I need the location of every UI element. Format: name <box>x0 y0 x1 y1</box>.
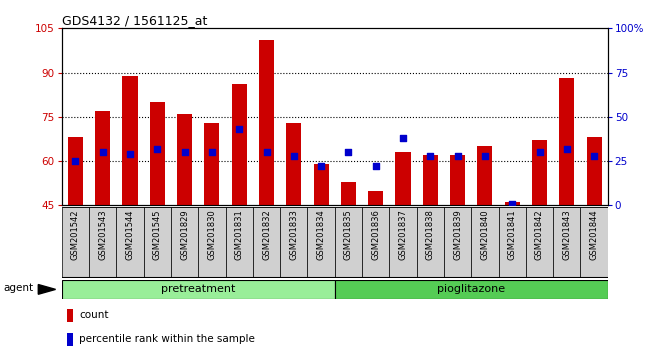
Point <box>261 149 272 155</box>
Bar <box>89 207 116 278</box>
Text: GSM201544: GSM201544 <box>125 209 135 260</box>
Text: GSM201842: GSM201842 <box>535 209 544 260</box>
Bar <box>422 155 438 205</box>
Point <box>562 146 572 152</box>
Bar <box>499 207 526 278</box>
Text: pretreatment: pretreatment <box>161 284 235 295</box>
Bar <box>526 207 553 278</box>
Bar <box>198 207 226 278</box>
Bar <box>362 207 389 278</box>
Bar <box>504 202 520 205</box>
Text: GSM201829: GSM201829 <box>180 209 189 260</box>
Text: GSM201838: GSM201838 <box>426 209 435 260</box>
Text: GSM201837: GSM201837 <box>398 209 408 260</box>
Bar <box>144 207 171 278</box>
Bar <box>116 207 144 278</box>
Bar <box>122 75 138 205</box>
Text: percentile rank within the sample: percentile rank within the sample <box>79 335 255 344</box>
Point <box>125 151 135 157</box>
Text: GSM201843: GSM201843 <box>562 209 571 260</box>
Text: GSM201835: GSM201835 <box>344 209 353 260</box>
Point <box>234 126 244 132</box>
Text: GSM201839: GSM201839 <box>453 209 462 260</box>
Polygon shape <box>38 285 56 294</box>
Point <box>70 158 81 164</box>
Bar <box>417 207 444 278</box>
Bar <box>335 280 608 299</box>
Text: GSM201545: GSM201545 <box>153 209 162 260</box>
Text: GSM201832: GSM201832 <box>262 209 271 260</box>
Bar <box>68 137 83 205</box>
Bar <box>477 146 493 205</box>
Point <box>152 146 162 152</box>
Bar <box>313 164 329 205</box>
Bar <box>450 155 465 205</box>
Point <box>534 149 545 155</box>
Bar <box>335 207 362 278</box>
Text: agent: agent <box>3 284 33 293</box>
Text: GDS4132 / 1561125_at: GDS4132 / 1561125_at <box>62 14 207 27</box>
Point <box>207 149 217 155</box>
Point <box>316 164 326 169</box>
Point <box>289 153 299 159</box>
Point <box>343 149 354 155</box>
Bar <box>389 207 417 278</box>
Text: GSM201844: GSM201844 <box>590 209 599 260</box>
Point <box>452 153 463 159</box>
Text: GSM201833: GSM201833 <box>289 209 298 260</box>
Text: GSM201543: GSM201543 <box>98 209 107 260</box>
Bar <box>586 137 602 205</box>
Bar <box>553 207 580 278</box>
Bar <box>368 190 384 205</box>
Bar <box>253 207 280 278</box>
Bar <box>150 102 165 205</box>
Point <box>425 153 436 159</box>
Text: GSM201542: GSM201542 <box>71 209 80 260</box>
Text: GSM201834: GSM201834 <box>317 209 326 260</box>
Text: GSM201831: GSM201831 <box>235 209 244 260</box>
Point <box>480 153 490 159</box>
Bar <box>444 207 471 278</box>
Bar <box>395 152 411 205</box>
Bar <box>171 207 198 278</box>
Bar <box>204 123 220 205</box>
Bar <box>341 182 356 205</box>
Bar <box>231 84 247 205</box>
Text: GSM201841: GSM201841 <box>508 209 517 260</box>
Point <box>370 164 381 169</box>
Text: pioglitazone: pioglitazone <box>437 284 505 295</box>
Bar <box>580 207 608 278</box>
Bar <box>67 333 73 346</box>
Point <box>589 153 599 159</box>
Bar <box>532 141 547 205</box>
Text: GSM201840: GSM201840 <box>480 209 489 260</box>
Bar <box>62 280 335 299</box>
Point <box>98 149 108 155</box>
Bar <box>67 309 73 322</box>
Bar <box>95 111 110 205</box>
Bar <box>226 207 253 278</box>
Bar <box>471 207 499 278</box>
Text: GSM201830: GSM201830 <box>207 209 216 260</box>
Text: count: count <box>79 310 109 320</box>
Bar <box>177 114 192 205</box>
Bar <box>62 207 89 278</box>
Point <box>179 149 190 155</box>
Bar <box>286 123 302 205</box>
Point <box>507 201 517 206</box>
Bar <box>307 207 335 278</box>
Bar <box>559 79 575 205</box>
Text: GSM201836: GSM201836 <box>371 209 380 260</box>
Point <box>398 135 408 141</box>
Bar <box>280 207 307 278</box>
Bar <box>259 40 274 205</box>
